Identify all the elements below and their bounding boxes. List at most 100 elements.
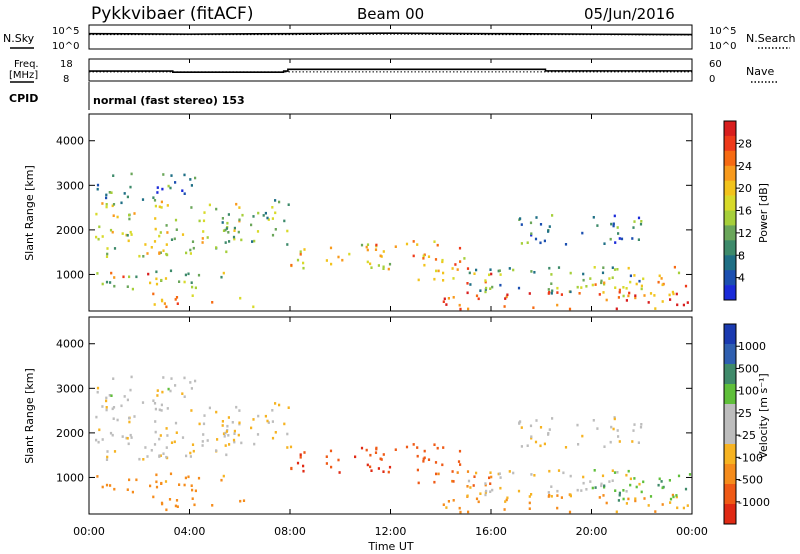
heatmap-cell (110, 191, 113, 194)
heatmap-cell (106, 450, 109, 453)
heatmap-cell (530, 493, 533, 496)
heatmap-cell (160, 278, 163, 282)
heatmap-cell (256, 230, 260, 233)
heatmap-cell (159, 231, 162, 234)
heatmap-cell (360, 446, 364, 450)
heatmap-cell (227, 416, 230, 419)
heatmap-cell (640, 220, 643, 223)
heatmap-cell (627, 294, 630, 298)
heatmap-cell (158, 437, 161, 441)
heatmap-cell (447, 297, 450, 300)
heatmap-cell (456, 471, 459, 474)
heatmap-cell (111, 204, 114, 208)
heatmap-cell (442, 279, 445, 282)
heatmap-cell (615, 307, 618, 311)
heatmap-cell (194, 176, 197, 180)
heatmap-cell (126, 488, 129, 491)
heatmap-cell (506, 293, 509, 297)
heatmap-cell (676, 303, 679, 307)
heatmap-cell (379, 457, 382, 461)
heatmap-cell (613, 268, 617, 271)
heatmap-cell (150, 449, 153, 452)
heatmap-cell (108, 191, 111, 194)
heatmap-cell (589, 480, 592, 483)
heatmap-cell (156, 389, 159, 392)
heatmap-cell (111, 230, 114, 234)
colorbar-tick-label: 28 (738, 137, 752, 150)
heatmap-cell (191, 443, 195, 446)
heatmap-cell (602, 266, 605, 269)
heatmap-cell (603, 445, 606, 448)
heatmap-cell (451, 479, 454, 483)
heatmap-cell (256, 433, 260, 436)
heatmap-cell (189, 451, 192, 455)
heatmap-cell (127, 442, 130, 446)
heatmap-cell (162, 452, 165, 455)
heatmap-cell (593, 266, 596, 269)
heatmap-cell (202, 422, 206, 426)
heatmap-cell (466, 282, 469, 285)
heatmap-cell (278, 200, 281, 204)
heatmap-cell (105, 193, 108, 197)
heatmap-cell (113, 450, 117, 453)
heatmap-cell (469, 283, 472, 286)
beam-title: Beam 00 (357, 5, 424, 23)
heatmap-cell (484, 279, 487, 282)
heatmap-cell (366, 248, 369, 252)
noise-left-tick-top: 10^5 (52, 26, 79, 37)
heatmap-cell (130, 436, 133, 439)
colorbar-segment (724, 210, 736, 226)
heatmap-cell (201, 237, 204, 240)
heatmap-cell (529, 221, 533, 225)
heatmap-cell (220, 275, 223, 279)
heatmap-cell (131, 490, 134, 494)
heatmap-cell (512, 268, 515, 272)
heatmap-cell (160, 409, 163, 412)
heatmap-cell (435, 269, 438, 273)
heatmap-cell (452, 480, 455, 483)
heatmap-cell (105, 408, 108, 412)
heatmap-cell (661, 300, 664, 303)
heatmap-cell (113, 487, 116, 491)
heatmap-cell (142, 255, 145, 258)
colorbar-tick-label: 25 (738, 407, 752, 420)
heatmap-cell (660, 480, 663, 483)
heatmap-cell (677, 271, 681, 275)
heatmap-cell (252, 418, 255, 421)
heatmap-cell (622, 286, 625, 289)
heatmap-cell (647, 504, 650, 507)
heatmap-cell (490, 475, 493, 479)
heatmap-cell (416, 454, 419, 458)
heatmap-cell (302, 464, 305, 468)
heatmap-cell (233, 432, 236, 435)
time-axis-label: Time UT (367, 540, 413, 553)
heatmap-cell (174, 218, 178, 222)
heatmap-cell (228, 240, 231, 243)
heatmap-cell (360, 243, 364, 247)
colorbar-tick-label: 20 (738, 182, 752, 195)
heatmap-cell (227, 213, 230, 216)
heatmap-cell (640, 287, 643, 291)
heatmap-cell (369, 262, 372, 266)
heatmap-cell (365, 448, 368, 452)
heatmap-cell (144, 243, 147, 246)
heatmap-cell (547, 491, 550, 494)
heatmap-cell (160, 200, 163, 204)
freq-unit-label: [MHz] (9, 70, 38, 81)
cpid-value: normal (fast stereo) 153 (93, 94, 245, 107)
colorbar-segment (724, 424, 736, 445)
heatmap-cell (325, 455, 328, 458)
heatmap-cell (466, 291, 469, 295)
heatmap-cell (422, 254, 425, 258)
heatmap-cell (530, 270, 533, 273)
heatmap-cell (669, 497, 673, 501)
heatmap-cell (592, 216, 595, 219)
heatmap-cell (190, 387, 193, 390)
heatmap-cell (194, 489, 197, 493)
heatmap-cell (160, 298, 164, 302)
heatmap-cell (189, 381, 192, 384)
heatmap-cell (639, 222, 643, 226)
heatmap-cell (126, 437, 129, 440)
heatmap-cell (156, 186, 159, 189)
heatmap-cell (283, 219, 286, 223)
